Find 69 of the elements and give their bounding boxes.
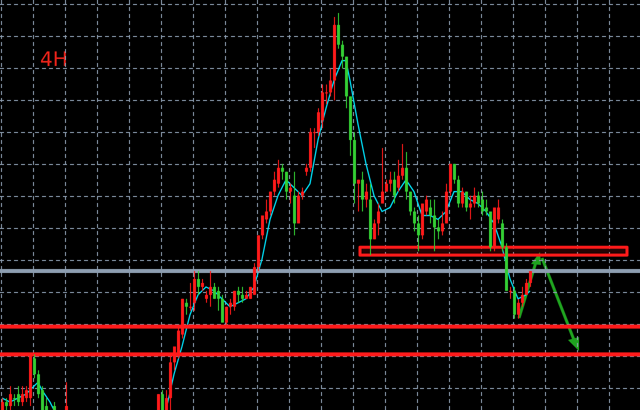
candlestick (509, 286, 512, 300)
candlestick (273, 171, 276, 196)
candlestick (185, 298, 188, 316)
candlestick (521, 286, 524, 308)
candlestick (405, 151, 408, 200)
candlestick (189, 282, 192, 312)
candlestick (529, 270, 532, 288)
candlestick (477, 191, 480, 208)
candlestick (33, 354, 36, 379)
candlestick (469, 195, 472, 220)
candlestick (413, 207, 416, 232)
candlestick (213, 282, 216, 300)
candlestick (301, 187, 304, 200)
candlestick (373, 218, 376, 240)
candlestick (305, 163, 308, 176)
candlestick (501, 218, 504, 252)
candlestick (397, 159, 400, 192)
candlestick (165, 390, 168, 410)
candlestick (237, 286, 240, 304)
candlestick (269, 191, 272, 216)
candlestick (525, 278, 528, 296)
candlestick (217, 286, 220, 312)
candlestick (1, 398, 4, 410)
candlestick (289, 183, 292, 204)
candlestick (485, 199, 488, 216)
candlestick (209, 270, 212, 308)
candlestick (65, 382, 68, 410)
candlestick (201, 278, 204, 292)
candlestick (9, 386, 12, 410)
candlestick (441, 211, 444, 236)
candlestick (17, 386, 20, 407)
candlestick (417, 214, 420, 252)
candlestick (13, 394, 16, 407)
candlestick (473, 187, 476, 208)
candlestick (513, 286, 516, 320)
candlestick (433, 199, 436, 252)
candlestick (365, 183, 368, 208)
candlestick (481, 191, 484, 216)
candlestick (241, 286, 244, 304)
candlestick (361, 171, 364, 212)
candlestick (409, 191, 412, 216)
candlestick (5, 398, 8, 410)
candlestick (285, 171, 288, 200)
candlestick (453, 163, 456, 184)
candlestick (457, 175, 460, 208)
candlestick (393, 171, 396, 204)
candlestick (329, 68, 332, 97)
candlestick (401, 144, 404, 180)
candlestick (461, 187, 464, 208)
candlestick (233, 290, 236, 312)
candlestick (161, 390, 164, 410)
candlestick (205, 290, 208, 304)
candlestick (437, 218, 440, 240)
candlestick (377, 203, 380, 236)
candlestick (465, 191, 468, 212)
candlestick (381, 147, 384, 204)
candlestick (277, 159, 280, 188)
candlestick (429, 199, 432, 224)
candlestick (261, 214, 264, 240)
candlestick (21, 386, 24, 407)
candlestick (221, 294, 224, 324)
candlestick (357, 179, 360, 212)
candlestick (193, 270, 196, 312)
candlestick (517, 298, 520, 320)
candlestick (389, 171, 392, 192)
candlestick (337, 12, 340, 50)
candlestick (197, 270, 200, 296)
candlestick (281, 163, 284, 180)
candlestick (341, 40, 344, 70)
